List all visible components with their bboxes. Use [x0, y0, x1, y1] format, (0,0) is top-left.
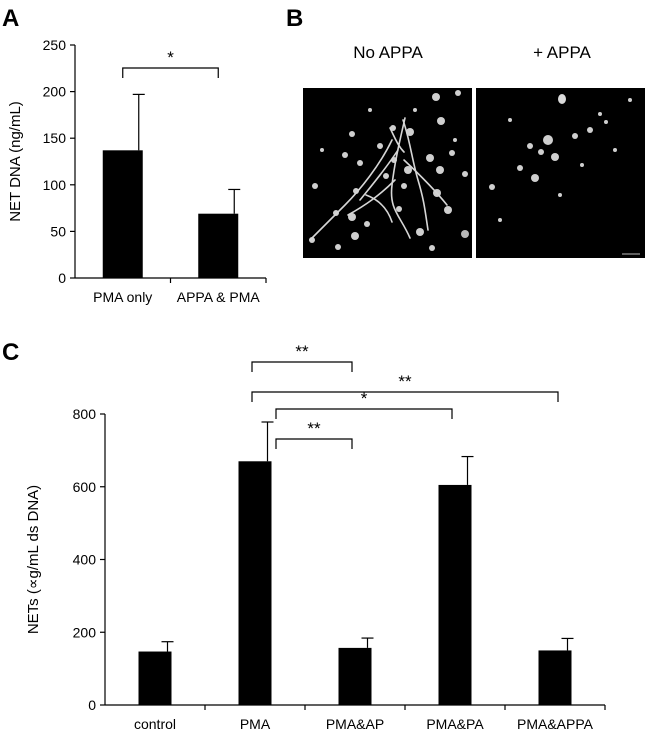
significance-bracket-1	[251, 391, 559, 402]
significance-label-3: **	[307, 419, 321, 438]
significance-bracket-0	[251, 361, 353, 372]
significance-label-1: **	[398, 372, 412, 391]
y-tick-label: 250	[43, 37, 67, 53]
significance-label-2: *	[361, 389, 368, 408]
category-label-2: PMA&AP	[326, 716, 384, 732]
bar-2	[338, 647, 372, 705]
bar-1	[198, 213, 239, 278]
micro-label-plus-appa: + APPA	[533, 43, 591, 62]
panel-letter-a: A	[2, 5, 19, 32]
y-tick-label: 600	[73, 479, 97, 495]
significance-bracket-3	[275, 438, 353, 449]
y-tick-label: 200	[43, 84, 67, 100]
y-axis-title: NETs (∝g/mL ds DNA)	[25, 485, 42, 634]
significance-bracket-2	[275, 408, 453, 419]
y-tick-label: 800	[73, 406, 97, 422]
y-tick-label: 0	[58, 270, 66, 286]
chart-a: 0 50 100 150 200 250 PMA only APPA & PMA NET DNA…	[7, 37, 267, 305]
micro-label-no-appa: No APPA	[353, 43, 423, 62]
panel-letter-b: B	[286, 5, 303, 32]
category-label-4: PMA&APPA	[517, 716, 594, 732]
category-label-0: control	[134, 716, 176, 732]
bar-1	[238, 461, 272, 705]
category-label-1: APPA & PMA	[177, 289, 261, 305]
micro-image-no-appa	[303, 88, 472, 258]
y-tick-label: 50	[50, 223, 66, 239]
significance-bracket-0	[122, 67, 219, 78]
y-tick-label: 400	[73, 552, 97, 568]
y-tick-label: 100	[43, 177, 67, 193]
significance-label-0: *	[167, 48, 174, 67]
category-label-3: PMA&PA	[426, 716, 484, 732]
category-label-1: PMA	[240, 716, 271, 732]
chart-c: 0 200 400 600 800 control PMA PMA&AP PMA&PA PMA&A…	[25, 342, 606, 732]
category-label-0: PMA only	[93, 289, 152, 305]
bar-0	[102, 150, 143, 278]
y-tick-label: 200	[73, 624, 97, 640]
y-tick-label: 0	[88, 697, 96, 713]
micro-image-plus-appa	[476, 88, 645, 258]
significance-label-0: **	[295, 342, 309, 361]
bar-0	[138, 651, 172, 705]
bar-3	[438, 484, 472, 705]
panel-letter-c: C	[2, 339, 19, 366]
y-tick-label: 150	[43, 130, 67, 146]
bar-4	[538, 650, 572, 705]
y-axis-title: NET DNA (ng/mL)	[7, 101, 24, 222]
